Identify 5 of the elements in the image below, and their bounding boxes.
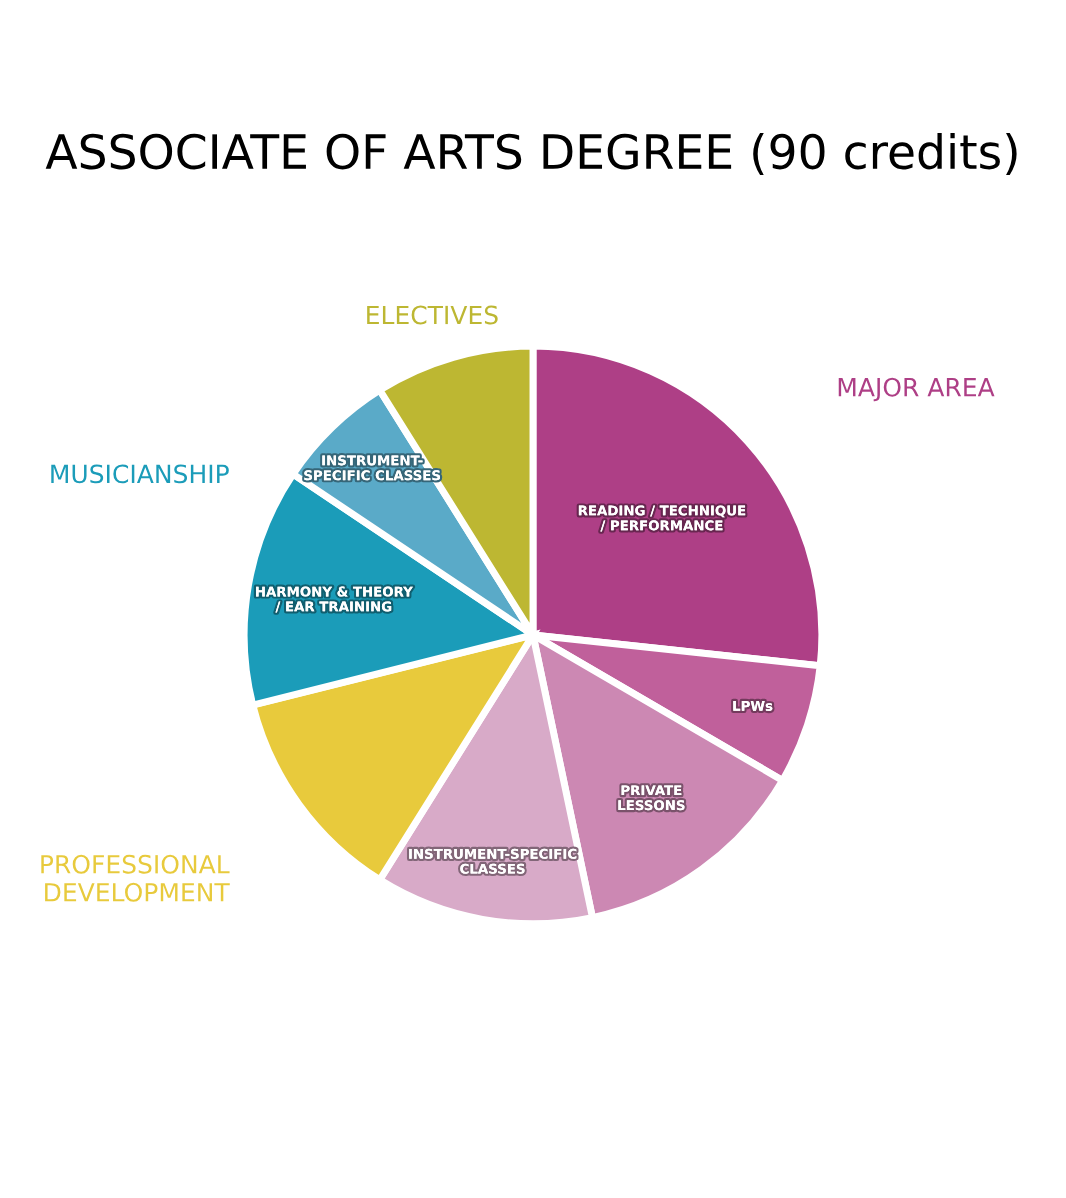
text: PROFESSIONAL DEVELOPMENT bbox=[41, 854, 230, 902]
text: MUSICIANSHIP bbox=[51, 464, 229, 484]
text: MAJOR AREA bbox=[838, 377, 995, 402]
text: ELECTIVES bbox=[367, 305, 498, 325]
chart-title: ASSOCIATE OF ARTS DEGREE (90 credits) bbox=[45, 132, 1017, 175]
